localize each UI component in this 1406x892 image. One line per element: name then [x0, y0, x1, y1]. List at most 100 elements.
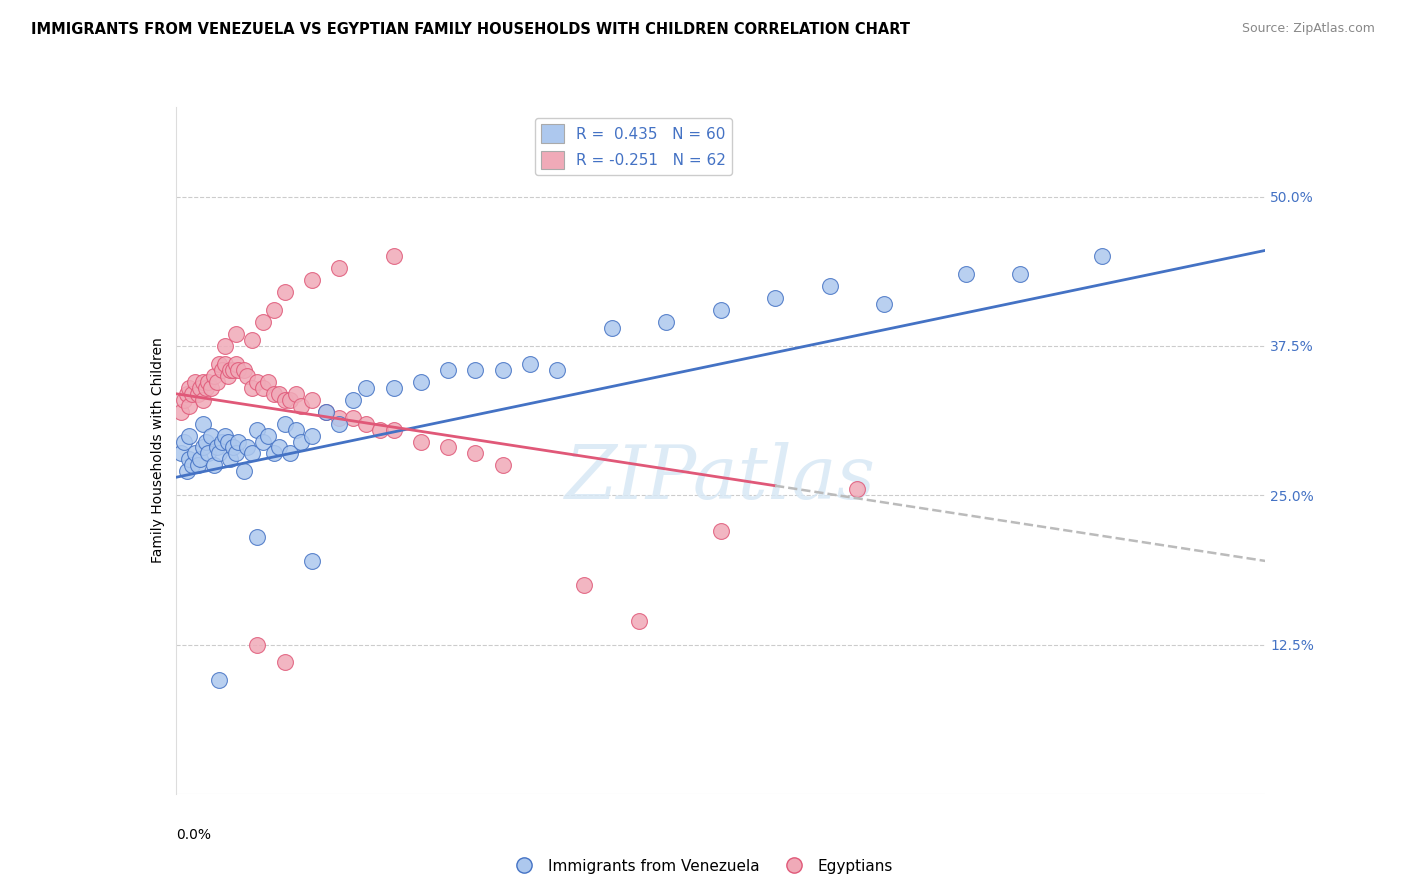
Point: [200, 428, 222, 442]
Point: [1010, 267, 1032, 281]
Point: [246, 638, 269, 652]
Point: [274, 285, 297, 300]
Point: [284, 386, 307, 401]
Point: [191, 392, 214, 407]
Point: [655, 315, 678, 329]
Point: [409, 375, 432, 389]
Point: [181, 458, 204, 473]
Point: [328, 410, 350, 425]
Point: [173, 392, 195, 407]
Point: [328, 417, 350, 431]
Point: [252, 381, 274, 395]
Point: [186, 386, 209, 401]
Point: [222, 441, 245, 455]
Point: [225, 357, 247, 371]
Point: [315, 404, 337, 418]
Point: [301, 392, 323, 407]
Point: [269, 441, 291, 455]
Point: [208, 446, 231, 460]
Point: [710, 303, 733, 318]
Point: [186, 458, 209, 473]
Point: [170, 446, 193, 460]
Point: [240, 333, 263, 347]
Point: [382, 423, 405, 437]
Legend: R =  0.435   N = 60, R = -0.251   N = 62: R = 0.435 N = 60, R = -0.251 N = 62: [534, 118, 733, 175]
Y-axis label: Family Households with Children: Family Households with Children: [150, 337, 165, 564]
Point: [252, 315, 274, 329]
Point: [278, 446, 301, 460]
Point: [546, 363, 568, 377]
Point: [763, 291, 786, 305]
Point: [217, 368, 239, 383]
Text: 0.0%: 0.0%: [176, 828, 211, 842]
Point: [1091, 249, 1114, 263]
Point: [214, 339, 236, 353]
Point: [328, 261, 350, 276]
Point: [240, 381, 263, 395]
Text: ZIPatlas: ZIPatlas: [565, 442, 876, 514]
Point: [176, 464, 198, 478]
Point: [214, 357, 236, 371]
Point: [356, 417, 378, 431]
Point: [315, 404, 337, 418]
Point: [194, 381, 217, 395]
Point: [191, 375, 214, 389]
Point: [225, 446, 247, 460]
Point: [274, 417, 297, 431]
Point: [263, 303, 285, 318]
Point: [211, 363, 233, 377]
Point: [246, 375, 269, 389]
Point: [194, 434, 217, 449]
Point: [301, 554, 323, 568]
Point: [382, 249, 405, 263]
Point: [179, 399, 201, 413]
Point: [181, 386, 204, 401]
Point: [627, 614, 650, 628]
Point: [356, 381, 378, 395]
Point: [290, 434, 312, 449]
Point: [437, 363, 460, 377]
Point: [225, 326, 247, 341]
Point: [409, 434, 432, 449]
Point: [574, 578, 596, 592]
Point: [228, 363, 250, 377]
Point: [252, 434, 274, 449]
Legend: Immigrants from Venezuela, Egyptians: Immigrants from Venezuela, Egyptians: [506, 853, 900, 880]
Point: [188, 381, 211, 395]
Point: [170, 404, 193, 418]
Point: [217, 434, 239, 449]
Point: [382, 381, 405, 395]
Point: [246, 530, 269, 544]
Point: [464, 363, 486, 377]
Point: [214, 428, 236, 442]
Point: [184, 446, 207, 460]
Point: [257, 375, 280, 389]
Text: Source: ZipAtlas.com: Source: ZipAtlas.com: [1241, 22, 1375, 36]
Point: [274, 656, 297, 670]
Point: [492, 363, 515, 377]
Point: [437, 441, 460, 455]
Point: [278, 392, 301, 407]
Point: [179, 452, 201, 467]
Point: [184, 375, 207, 389]
Point: [208, 673, 231, 688]
Point: [208, 357, 231, 371]
Point: [263, 386, 285, 401]
Point: [173, 434, 195, 449]
Point: [176, 386, 198, 401]
Point: [290, 399, 312, 413]
Text: IMMIGRANTS FROM VENEZUELA VS EGYPTIAN FAMILY HOUSEHOLDS WITH CHILDREN CORRELATIO: IMMIGRANTS FROM VENEZUELA VS EGYPTIAN FA…: [31, 22, 910, 37]
Point: [263, 446, 285, 460]
Point: [200, 381, 222, 395]
Point: [464, 446, 486, 460]
Point: [205, 375, 228, 389]
Point: [235, 368, 257, 383]
Point: [519, 357, 541, 371]
Point: [219, 452, 242, 467]
Point: [301, 273, 323, 287]
Point: [710, 524, 733, 538]
Point: [246, 423, 269, 437]
Point: [202, 368, 225, 383]
Point: [179, 428, 201, 442]
Point: [274, 392, 297, 407]
